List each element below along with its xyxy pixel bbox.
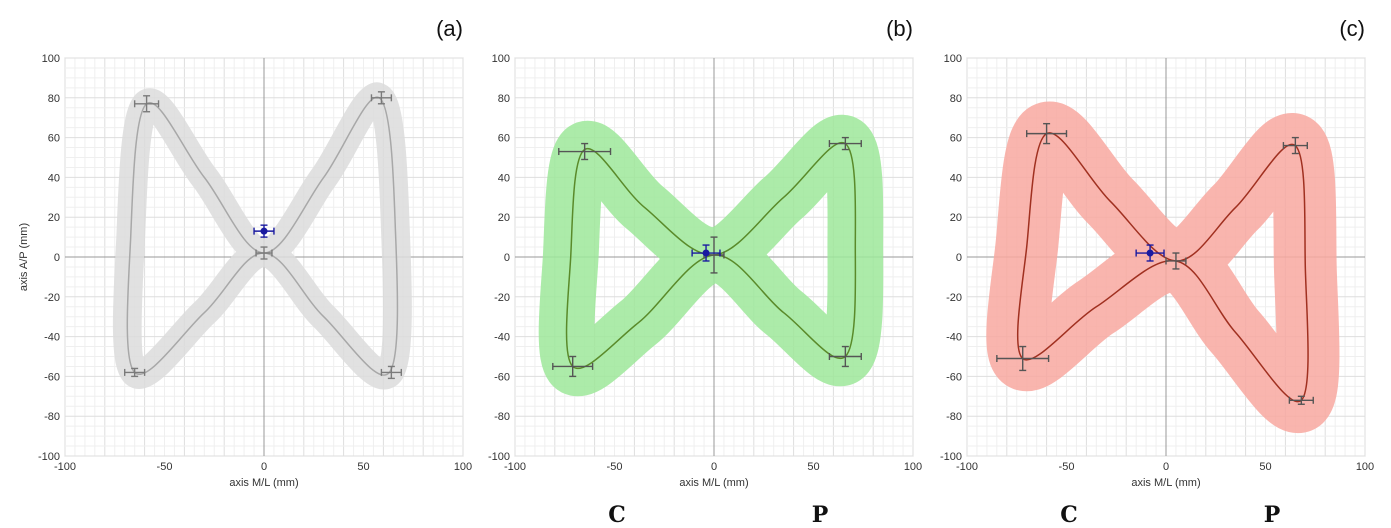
y-tick-label: 60 [950,133,962,145]
y-tick-label: 100 [492,53,510,65]
errorbar-point [828,345,862,368]
x-axis-label: axis M/L (mm) [229,477,298,489]
y-tick-label: -100 [488,451,510,463]
errorbar-point [1282,136,1308,155]
center-errorbar [1135,244,1165,262]
y-tick-label: -40 [44,332,60,344]
center-point [1146,249,1154,257]
errorbar-point [1165,252,1187,270]
y-tick-label: -60 [44,371,60,383]
errorbar-point [380,365,403,380]
x-tick-label: 100 [904,461,922,473]
center-errorbar [253,224,275,238]
x-tick-label: 100 [454,461,472,473]
x-axis-label: axis M/L (mm) [679,477,748,489]
y-tick-label: -20 [494,292,510,304]
y-tick-label: -40 [494,332,510,344]
panel-label: (c) [1339,16,1365,41]
errorbar-point [828,136,862,151]
x-tick-label: 50 [357,461,369,473]
y-tick-label: 40 [48,172,60,184]
y-tick-label: 80 [950,93,962,105]
chart-panel-b: -100 -50 0 50 100 100 80 60 40 20 0 -20 -40 -60 -80 -10… [488,16,922,528]
errorbar-point [552,355,594,378]
bottom-label-c: C [1060,502,1078,528]
errorbar-point [1025,122,1068,145]
y-tick-label: -100 [940,451,962,463]
x-tick-label: 0 [1163,461,1169,473]
x-tick-label: -100 [504,461,526,473]
y-tick-label: -100 [38,451,60,463]
panel-label: (a) [436,16,463,41]
y-tick-label: -60 [494,371,510,383]
x-axis-label: axis M/L (mm) [1131,477,1200,489]
y-tick-label: 40 [498,172,510,184]
y-tick-label: -20 [44,292,60,304]
errorbar-point [133,95,160,113]
bottom-label-p: P [1264,502,1281,528]
y-tick-label: 40 [950,172,962,184]
x-tick-label: -50 [1059,461,1075,473]
panel-label: (b) [886,16,913,41]
x-tick-label: -100 [54,461,76,473]
x-tick-label: -50 [607,461,623,473]
errorbar-point [996,345,1050,372]
errorbar-point [1288,395,1314,405]
center-point [260,227,268,235]
y-tick-label: 80 [48,93,60,105]
y-tick-label: 60 [498,133,510,145]
y-tick-label: 20 [498,212,510,224]
x-tick-label: 0 [711,461,717,473]
y-tick-label: -20 [946,292,962,304]
errorbar-point [558,142,612,161]
y-tick-label: 0 [54,252,60,264]
y-tick-label: -60 [946,371,962,383]
center-point [702,249,710,257]
center-errorbar [691,244,721,262]
y-tick-label: 100 [42,53,60,65]
y-tick-label: 80 [498,93,510,105]
y-tick-label: 20 [950,212,962,224]
y-tick-label: -80 [494,411,510,423]
y-tick-label: 0 [956,252,962,264]
y-tick-label: 60 [48,133,60,145]
x-tick-label: 100 [1356,461,1374,473]
y-tick-label: -80 [44,411,60,423]
x-tick-label: -100 [956,461,978,473]
bottom-label-p: P [812,502,829,528]
x-tick-label: 50 [1259,461,1271,473]
y-tick-label: -40 [946,332,962,344]
x-tick-label: 0 [261,461,267,473]
chart-panel-a: -100 -50 0 50 100 100 80 60 40 20 0 -20 -40 -60 -80 -10… [18,16,472,489]
chart-panel-c: -100 -50 0 50 100 100 80 60 40 20 0 -20 -40 -60 -80 -10… [940,16,1374,528]
errorbar-point [255,246,273,260]
y-tick-label: 0 [504,252,510,264]
y-tick-label: 20 [48,212,60,224]
y-tick-label: -80 [946,411,962,423]
errorbar-point [123,367,146,378]
y-tick-label: 100 [944,53,962,65]
errorbar-point [370,91,393,105]
bottom-label-c: C [608,502,626,528]
y-axis-label: axis A/P (mm) [18,223,30,291]
x-tick-label: 50 [807,461,819,473]
x-tick-label: -50 [157,461,173,473]
